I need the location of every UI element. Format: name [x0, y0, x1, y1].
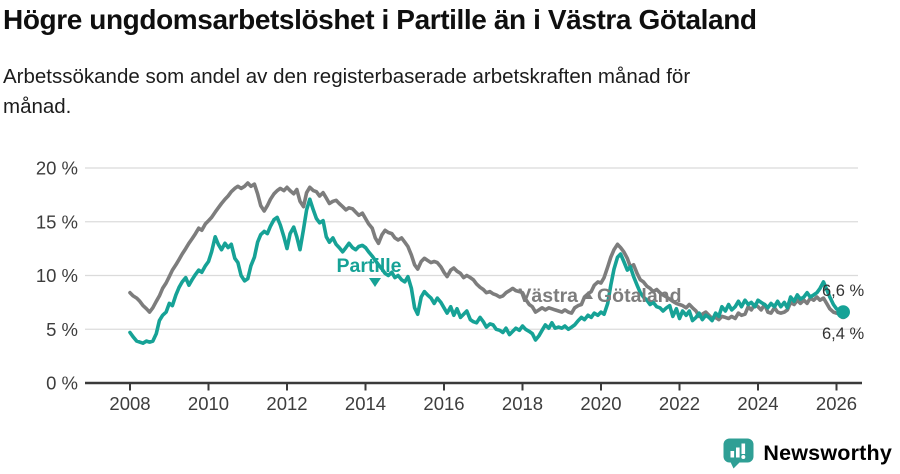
- y-axis-tick-label: 10 %: [36, 265, 78, 286]
- partille-label-arrow-down-icon: [369, 278, 381, 287]
- chart-subtitle: Arbetssökande som andel av den registerb…: [3, 65, 691, 119]
- newsworthy-wordmark: Newsworthy: [763, 441, 892, 465]
- x-axis-tick-label: 2010: [188, 393, 229, 414]
- y-axis-tick-label: 20 %: [36, 158, 78, 179]
- y-axis-tick-label: 0 %: [46, 373, 78, 394]
- x-axis-tick-label: 2012: [266, 393, 307, 414]
- x-axis-tick-label: 2022: [659, 393, 700, 414]
- x-axis-tick-label: 2016: [423, 393, 464, 414]
- vastra-gotaland-series-label: Västra: [518, 285, 578, 307]
- x-axis-tick-label: 2020: [580, 393, 621, 414]
- partille-series-label: Partille: [336, 255, 401, 277]
- y-axis-tick-label: 5 %: [46, 319, 78, 340]
- chart-title: Högre ungdomsarbetslöshet i Partille än …: [3, 4, 757, 35]
- partille-end-value-label: 6,6 %: [822, 282, 865, 300]
- v-stra-g-taland-line: [128, 181, 846, 322]
- newsworthy-speech-bubble-icon: [723, 438, 754, 469]
- x-axis-tick-label: 2026: [816, 393, 857, 414]
- partille-end-dot: [836, 305, 850, 319]
- vastra-gotaland-label-arrow-up-icon: [583, 291, 593, 299]
- partille-line: [128, 197, 846, 346]
- vastra-gotaland-series-label: Götaland: [597, 285, 682, 307]
- x-axis-tick-label: 2018: [502, 393, 543, 414]
- newsworthy-logo: Newsworthy: [722, 438, 892, 469]
- y-axis-tick-label: 15 %: [36, 211, 78, 232]
- vastra-gotaland-end-value-label: 6,4 %: [822, 325, 865, 343]
- x-axis-tick-label: 2008: [109, 393, 150, 414]
- x-axis-tick-label: 2014: [345, 393, 386, 414]
- x-axis-tick-label: 2024: [737, 393, 778, 414]
